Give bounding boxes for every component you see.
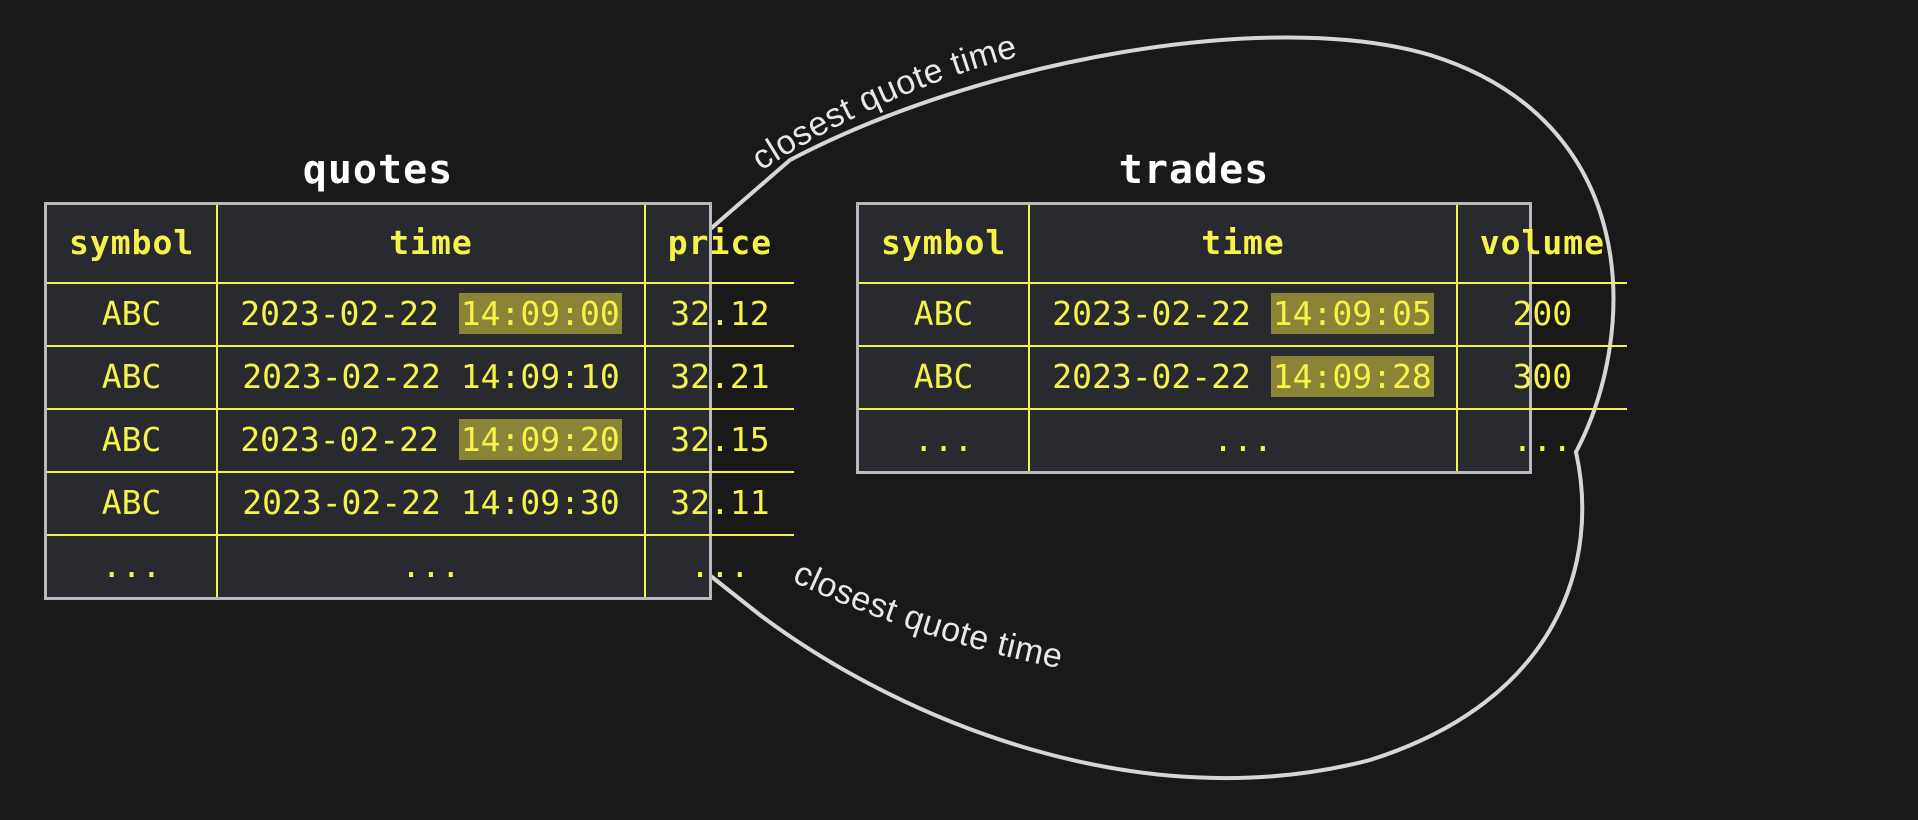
quotes-date-text: 2023-02-22	[240, 294, 439, 333]
quotes-cell-time: 2023-02-22 14:09:30	[217, 472, 646, 536]
table-row: ABC 2023-02-22 14:09:20 32.15	[47, 409, 795, 473]
trades-col-symbol: symbol	[859, 205, 1031, 284]
table-row: ABC 2023-02-22 14:09:28 300	[859, 346, 1627, 410]
table-row: ABC 2023-02-22 14:09:10 32.21	[47, 346, 795, 410]
quotes-cell-symbol: ABC	[47, 409, 219, 473]
trades-cell-symbol: ABC	[859, 346, 1031, 410]
trades-ellipsis-row: ... ... ...	[859, 409, 1627, 471]
quotes-table: symbol time price ABC 2023-02-22 14:09:0…	[47, 205, 795, 597]
trades-ellipsis-volume: ...	[1512, 420, 1573, 459]
quotes-cell-time: 2023-02-22 14:09:20	[217, 409, 646, 473]
quotes-cell-time: 2023-02-22 14:09:00	[217, 283, 646, 347]
table-row: ABC 2023-02-22 14:09:05 200	[859, 283, 1627, 347]
quotes-cell-symbol: ABC	[47, 346, 219, 410]
trades-col-volume: volume	[1456, 205, 1627, 284]
quotes-col-symbol: symbol	[47, 205, 219, 284]
trades-date-text: 2023-02-22	[1052, 294, 1251, 333]
table-row: ABC 2023-02-22 14:09:00 32.12	[47, 283, 795, 347]
quotes-table-title: quotes	[302, 147, 454, 193]
trades-col-time: time	[1029, 205, 1458, 284]
quotes-ellipsis-time: ...	[217, 535, 646, 597]
trades-table-title: trades	[1118, 147, 1270, 193]
quotes-ellipsis-row: ... ... ...	[47, 535, 794, 597]
trades-time-highlight: 14:09:28	[1270, 356, 1434, 397]
quotes-cell-price: 32.11	[644, 472, 795, 536]
quotes-cell-time: 2023-02-22 14:09:10	[217, 346, 646, 410]
trades-table: symbol time volume ABC 2023-02-22 14:09:…	[859, 205, 1627, 471]
trades-cell-volume: 300	[1456, 346, 1627, 410]
table-row: ABC 2023-02-22 14:09:30 32.11	[47, 472, 795, 536]
trades-time-highlight: 14:09:05	[1270, 293, 1434, 334]
trades-header-row: symbol time volume	[859, 205, 1627, 284]
trades-cell-time: 2023-02-22 14:09:28	[1029, 346, 1458, 410]
quotes-table-block: quotes symbol time price ABC 2023-02-22 …	[44, 147, 795, 600]
connector-label-bottom: closest quote time	[788, 554, 1066, 676]
trades-date-text: 2023-02-22	[1052, 357, 1251, 396]
quotes-cell-price: 32.15	[644, 409, 795, 473]
quotes-time-text: 14:09:30	[460, 483, 620, 522]
quotes-cell-symbol: ABC	[47, 283, 219, 347]
quotes-header-row: symbol time price	[47, 205, 795, 284]
quotes-time-highlight: 14:09:00	[458, 293, 622, 334]
trades-table-frame: symbol time volume ABC 2023-02-22 14:09:…	[856, 202, 1627, 474]
quotes-date-text: 2023-02-22	[242, 483, 441, 522]
quotes-cell-price: 32.12	[644, 283, 795, 347]
trades-cell-time: 2023-02-22 14:09:05	[1029, 283, 1458, 347]
quotes-ellipsis-symbol: ...	[47, 535, 219, 597]
quotes-cell-price: 32.21	[644, 346, 795, 410]
quotes-ellipsis-price: ...	[690, 546, 750, 585]
quotes-time-text: 14:09:10	[460, 357, 620, 396]
trades-cell-symbol: ABC	[859, 283, 1031, 347]
trades-cell-volume: 200	[1456, 283, 1627, 347]
quotes-date-text: 2023-02-22	[240, 420, 439, 459]
quotes-col-time: time	[217, 205, 646, 284]
trades-table-block: trades symbol time volume ABC 2023-02-22…	[856, 147, 1627, 474]
quotes-table-frame: symbol time price ABC 2023-02-22 14:09:0…	[44, 202, 795, 600]
quotes-cell-symbol: ABC	[47, 472, 219, 536]
trades-ellipsis-time: ...	[1029, 409, 1458, 471]
quotes-time-highlight: 14:09:20	[458, 419, 622, 460]
trades-ellipsis-symbol: ...	[859, 409, 1031, 471]
quotes-date-text: 2023-02-22	[242, 357, 441, 396]
quotes-col-price: price	[644, 205, 795, 284]
